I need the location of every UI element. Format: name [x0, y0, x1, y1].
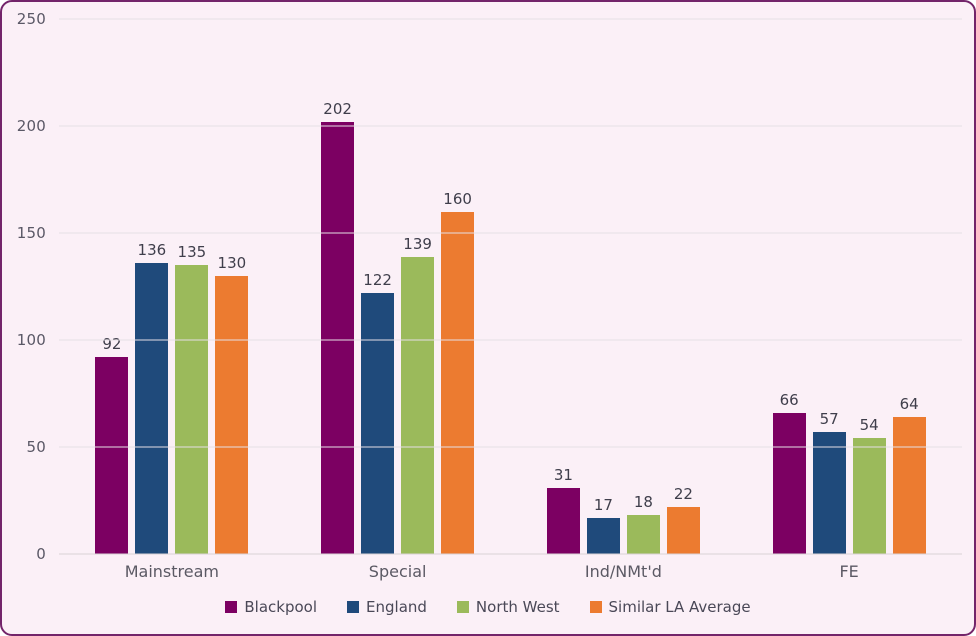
- grid-line: [59, 18, 962, 20]
- bar: [892, 417, 926, 554]
- bar-value-label: 122: [363, 270, 392, 289]
- bar: [546, 487, 580, 554]
- legend-label: England: [366, 598, 427, 616]
- bar-value-label: 64: [899, 395, 919, 414]
- bar: [852, 438, 886, 554]
- category-label: Ind/NMt'd: [584, 562, 662, 581]
- legend-label: Blackpool: [244, 598, 318, 616]
- bar-wrap: 18: [626, 493, 660, 554]
- bar-value-label: 17: [593, 495, 613, 514]
- legend-swatch: [347, 601, 360, 613]
- bar: [812, 432, 846, 554]
- bar-group: 66 57 54 64: [736, 19, 962, 554]
- bar-wrap: 160: [441, 189, 475, 554]
- plot-area: 92 136 135 130 202 122 139 160 31 17 18 22 66 57 54 64: [59, 18, 962, 555]
- chart-legend: Blackpool England North West Similar LA Ave…: [2, 598, 974, 616]
- legend-label: Similar LA Average: [608, 598, 751, 616]
- category-label: Mainstream: [124, 562, 219, 581]
- bar-value-label: 54: [859, 416, 879, 435]
- bar-value-label: 202: [323, 99, 352, 118]
- bar-wrap: 202: [321, 99, 355, 554]
- bar-wrap: 22: [666, 484, 700, 554]
- bar-wrap: 17: [586, 495, 620, 554]
- bar-wrap: 64: [892, 395, 926, 554]
- bar-wrap: 31: [546, 465, 580, 554]
- y-tick-label: 0: [36, 545, 46, 563]
- bar-wrap: 130: [215, 253, 249, 554]
- bar-value-label: 31: [553, 465, 573, 484]
- bar-wrap: 122: [361, 270, 395, 554]
- y-tick-label: 100: [16, 331, 46, 349]
- bar-group: 202 122 139 160: [285, 19, 511, 554]
- legend-item: England: [347, 598, 427, 616]
- bar-wrap: 139: [401, 234, 435, 554]
- bar: [772, 412, 806, 554]
- bar-value-label: 160: [443, 189, 472, 208]
- bar-group: 31 17 18 22: [511, 19, 737, 554]
- bar-value-label: 139: [403, 234, 432, 253]
- legend-item: Similar LA Average: [589, 598, 751, 616]
- bar-wrap: 57: [812, 410, 846, 554]
- legend-label: North West: [475, 598, 560, 616]
- legend-swatch: [589, 601, 602, 613]
- bar-value-label: 130: [217, 253, 247, 272]
- bar-value-label: 57: [819, 410, 839, 429]
- y-tick-label: 200: [16, 117, 46, 135]
- legend-swatch: [225, 601, 238, 613]
- grid-line: [59, 232, 962, 234]
- bar-wrap: 135: [175, 243, 209, 554]
- x-axis-labels: Mainstream Special Ind/NMt'd FE: [59, 562, 962, 581]
- bar: [626, 515, 660, 554]
- bar-value-label: 92: [102, 335, 122, 354]
- legend-item: North West: [456, 598, 560, 616]
- bar: [666, 506, 700, 554]
- bar: [175, 265, 209, 554]
- bar: [401, 256, 435, 554]
- bar-value-label: 136: [137, 240, 167, 259]
- bar: [95, 357, 129, 554]
- bar: [586, 517, 620, 554]
- y-tick-label: 250: [16, 10, 46, 28]
- y-tick-label: 50: [26, 438, 46, 456]
- grid-line: [59, 125, 962, 127]
- y-tick-label: 150: [16, 224, 46, 242]
- bar: [361, 292, 395, 554]
- bar-value-label: 18: [633, 493, 653, 512]
- category-label: FE: [839, 562, 859, 581]
- grid-line: [59, 339, 962, 341]
- bar: [215, 275, 249, 554]
- bar-value-label: 66: [779, 390, 799, 409]
- bar-wrap: 54: [852, 416, 886, 554]
- y-axis: 0 50 100 150 200 250: [2, 2, 52, 571]
- bar-wrap: 66: [772, 390, 806, 554]
- bar: [135, 262, 169, 554]
- category-label: Special: [368, 562, 427, 581]
- bar: [321, 121, 355, 554]
- bar: [441, 211, 475, 554]
- legend-swatch: [456, 601, 469, 613]
- bar-value-label: 135: [177, 243, 207, 262]
- legend-item: Blackpool: [225, 598, 317, 616]
- bar-group: 92 136 135 130: [59, 19, 285, 554]
- grid-line: [59, 446, 962, 448]
- bar-value-label: 22: [673, 484, 693, 503]
- bar-wrap: 92: [95, 335, 129, 554]
- bar-wrap: 136: [135, 240, 169, 554]
- x-axis-line: [59, 553, 962, 555]
- bar-groups-container: 92 136 135 130 202 122 139 160 31 17 18 22 66 57 54 64: [59, 19, 962, 554]
